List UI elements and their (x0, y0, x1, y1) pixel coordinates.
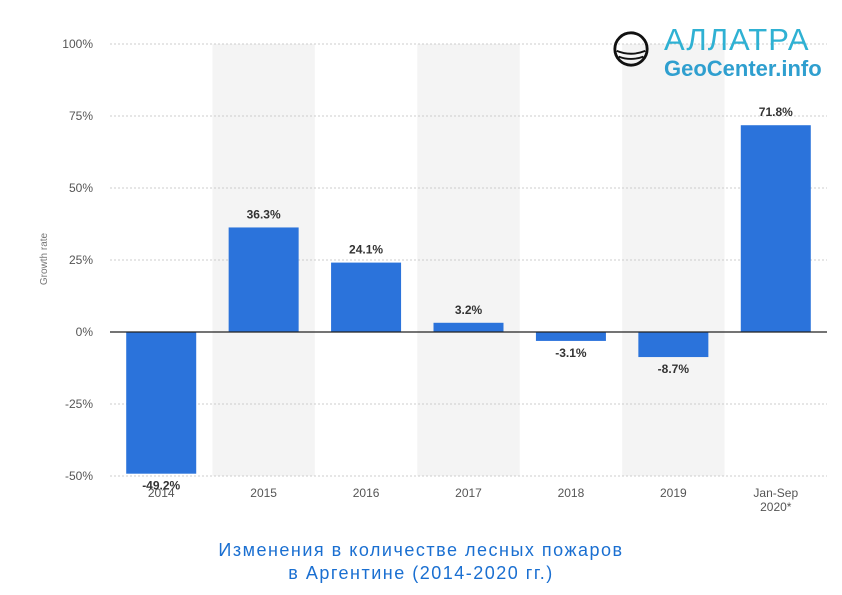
band-3 (417, 44, 520, 476)
bars (126, 125, 811, 474)
caption-line-1: Изменения в количестве лесных пожаров (218, 540, 624, 560)
data-label: -8.7% (658, 362, 690, 376)
x-category-label: 2017 (455, 486, 482, 500)
data-label: 24.1% (349, 243, 383, 257)
bar-2017 (433, 322, 504, 332)
y-axis-label: Growth rate (39, 232, 50, 285)
logo-subtitle: GeoCenter.info (664, 56, 822, 81)
caption-line-2: в Аргентине (2014-2020 гг.) (288, 563, 554, 583)
logo-title: АЛЛАТРА (664, 22, 810, 57)
bar-2015 (228, 227, 299, 332)
bar-2014 (126, 332, 197, 474)
y-tick-labels: 100% 75% 50% 25% 0% -25% -50% (62, 37, 93, 483)
data-label: 71.8% (759, 105, 793, 119)
y-tick-label: 100% (62, 37, 93, 51)
bar-2019 (638, 332, 709, 358)
data-label: 36.3% (247, 207, 281, 221)
allatra-geocenter-logo: АЛЛАТРА GeoCenter.info (612, 22, 827, 84)
data-labels: -49.2% 36.3% 24.1% 3.2% -3.1% -8.7% 71.8% (142, 105, 793, 492)
y-tick-label: 50% (69, 181, 93, 195)
x-category-label: 2014 (148, 486, 175, 500)
x-category-label: Jan-Sep (753, 486, 798, 500)
x-category-label: 2018 (558, 486, 585, 500)
y-tick-label: 25% (69, 253, 93, 267)
x-category-label: 2015 (250, 486, 277, 500)
bar-2016 (331, 262, 402, 332)
data-label: -49.2% (142, 479, 180, 493)
x-category-label: 2019 (660, 486, 687, 500)
x-category-label: 2016 (353, 486, 380, 500)
y-tick-label: -25% (65, 397, 93, 411)
band-5 (622, 44, 725, 476)
y-tick-label: -50% (65, 469, 93, 483)
y-tick-label: 0% (76, 325, 94, 339)
globe-logo-icon (613, 31, 649, 67)
data-label: -3.1% (555, 346, 587, 360)
gridlines (110, 43, 827, 477)
data-label: 3.2% (455, 303, 483, 317)
y-tick-label: 75% (69, 109, 93, 123)
bar-Jan-Sep 2020* (740, 125, 811, 332)
x-category-label: 2020* (760, 500, 792, 514)
bar-2018 (535, 332, 606, 341)
